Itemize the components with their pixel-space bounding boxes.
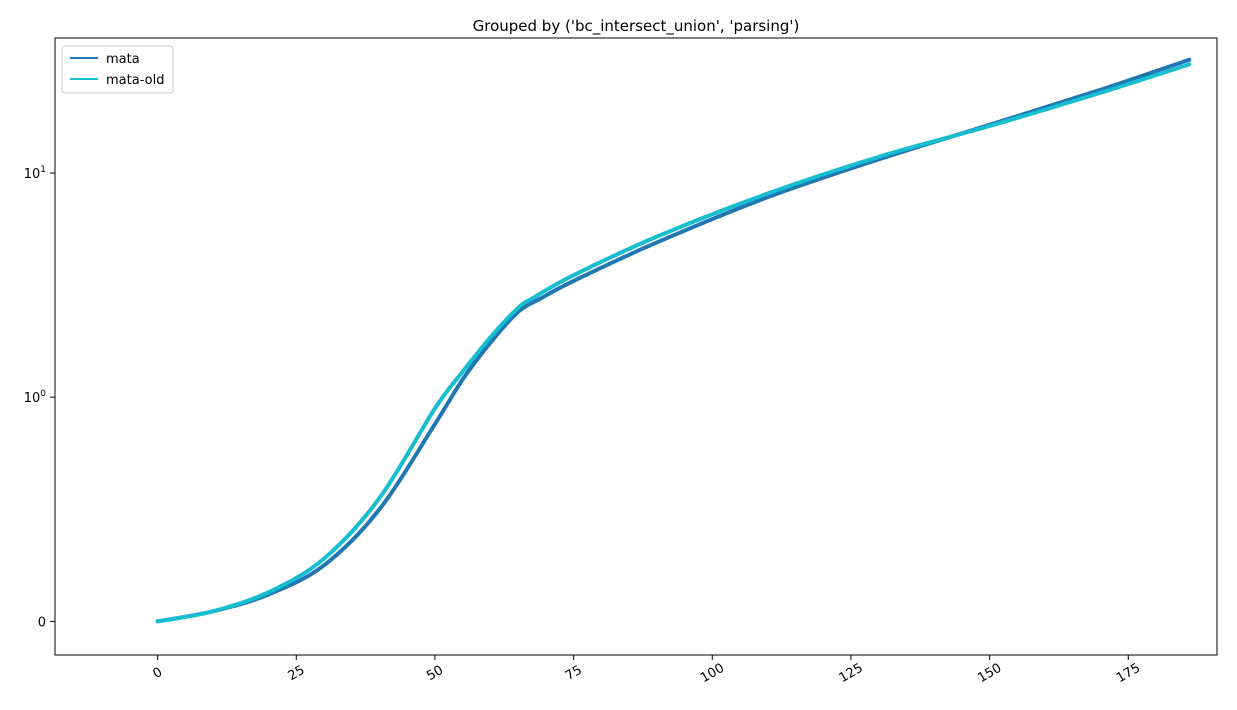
x-tick-label: 150 <box>975 661 1004 686</box>
chart-title: Grouped by ('bc_intersect_union', 'parsi… <box>473 17 800 36</box>
y-axis: 0 100 101 <box>24 165 55 630</box>
y-tick-label: 101 <box>24 165 46 182</box>
x-tick-label: 50 <box>424 663 446 684</box>
series-line-mata-old <box>155 62 1192 624</box>
legend-label-mata-old: mata-old <box>106 73 164 88</box>
plot-area <box>54 37 1218 656</box>
y-tick-label: 0 <box>38 615 46 630</box>
x-tick-label: 0 <box>151 665 166 682</box>
x-axis: 0 25 50 75 100 125 150 175 <box>151 655 1143 686</box>
x-tick-label: 125 <box>837 661 866 686</box>
x-tick-label: 75 <box>563 663 585 684</box>
legend: mata mata-old <box>61 45 174 94</box>
x-tick-label: 100 <box>698 661 727 686</box>
y-tick-label: 100 <box>24 389 47 406</box>
x-tick-label: 175 <box>1114 661 1143 686</box>
series-line-mata <box>155 57 1192 624</box>
legend-label-mata: mata <box>106 52 140 67</box>
x-tick-label: 25 <box>286 663 308 684</box>
series-layer <box>155 57 1192 624</box>
